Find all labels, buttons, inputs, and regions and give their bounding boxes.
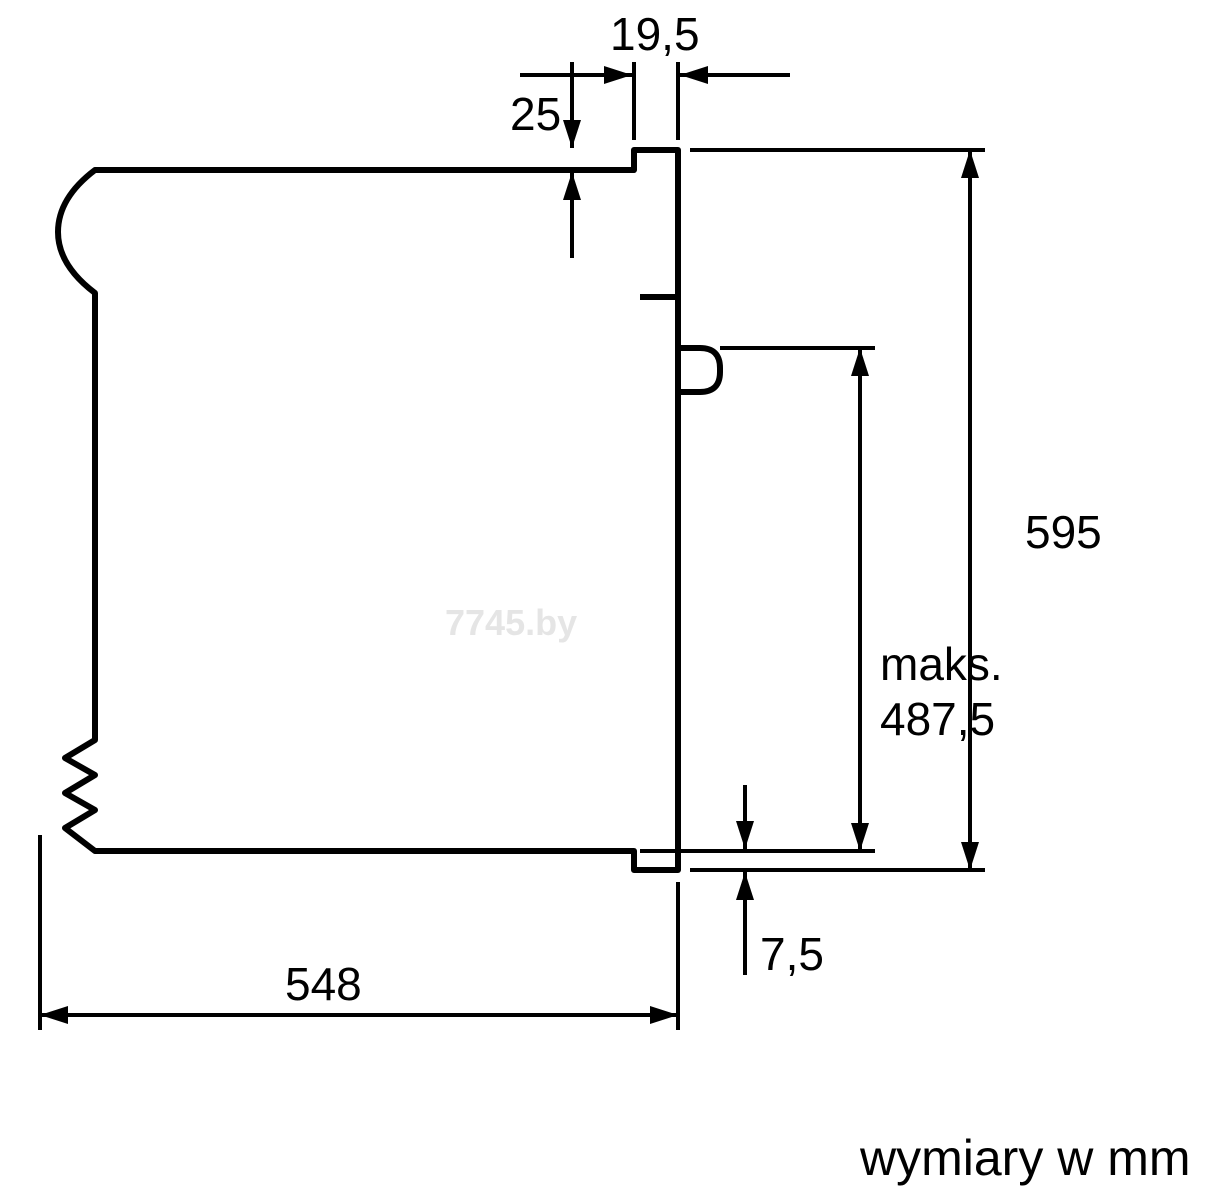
dim-label-19-5: 19,5: [610, 8, 700, 60]
dim-label-25: 25: [510, 88, 561, 140]
dim-label-487-5: 487,5: [880, 693, 995, 745]
dim-label-548: 548: [285, 958, 362, 1010]
dim-label-595: 595: [1025, 506, 1102, 558]
dimension-drawing: 7745.by 19,5 25 595 maks.487,5 7,5 548 wymiary …: [0, 0, 1211, 1200]
dim-label-maks: maks.: [880, 638, 1003, 690]
caption: wymiary w mm: [859, 1130, 1191, 1186]
dim-label-7-5: 7,5: [760, 928, 824, 980]
watermark: 7745.by: [445, 602, 577, 643]
